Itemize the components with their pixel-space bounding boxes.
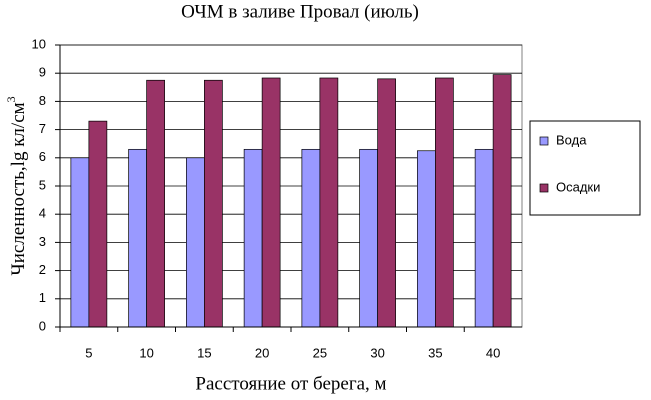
legend-swatch	[539, 136, 549, 146]
y-tick-label: 0	[39, 318, 46, 333]
bar	[70, 157, 90, 328]
y-tick-label: 2	[39, 262, 46, 277]
y-tick-label: 6	[39, 149, 46, 164]
chart-title: ОЧМ в заливе Провал (июль)	[181, 1, 419, 22]
x-tick-label: 5	[85, 345, 92, 360]
bar	[243, 148, 263, 328]
bar	[492, 74, 512, 328]
legend-label: Вода	[556, 132, 587, 147]
bar	[377, 78, 396, 328]
x-tick-label: 15	[197, 345, 211, 360]
bar	[435, 77, 454, 328]
legend-label: Осадки	[556, 179, 600, 194]
bar	[261, 77, 281, 328]
x-tick-label: 10	[139, 345, 153, 360]
bar	[128, 148, 147, 328]
y-tick-label: 5	[39, 177, 46, 192]
bar	[204, 79, 223, 328]
y-axis-title-superscript: 3	[4, 96, 18, 102]
x-tick-label: 40	[486, 345, 500, 360]
y-tick-label: 3	[39, 234, 46, 249]
x-tick-label: 30	[370, 345, 384, 360]
bar	[417, 150, 436, 328]
y-tick-label: 4	[39, 206, 46, 221]
bar	[359, 148, 378, 328]
y-tick-label: 10	[32, 36, 46, 51]
bar	[319, 77, 339, 328]
y-axis-title-main: Численность,lg кл/см	[8, 102, 29, 275]
bar	[88, 120, 108, 328]
x-axis-title: Расстояние от берега, м	[195, 373, 386, 394]
x-tick-label: 35	[428, 345, 442, 360]
y-tick-label: 8	[39, 93, 46, 108]
bar	[146, 79, 165, 328]
y-tick-label: 1	[39, 290, 46, 305]
bar	[186, 157, 205, 328]
x-tick-label: 20	[255, 345, 269, 360]
y-tick-label: 9	[39, 65, 46, 80]
legend-swatch	[539, 183, 549, 193]
y-tick-label: 7	[39, 121, 46, 136]
y-axis-title: Численность,lg кл/см3	[4, 96, 30, 275]
bar	[301, 148, 321, 328]
bar	[474, 148, 494, 328]
x-tick-label: 25	[313, 345, 327, 360]
